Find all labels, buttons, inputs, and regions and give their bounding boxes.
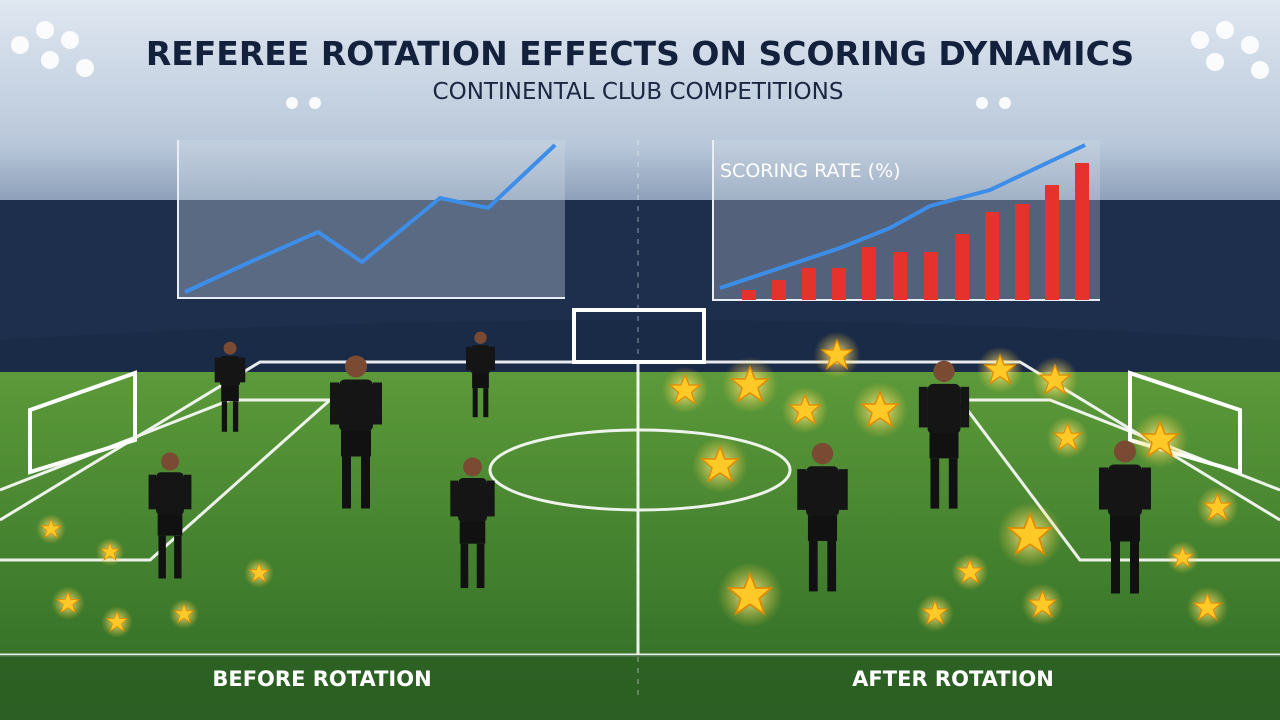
right-panel: SCORING RATE (%) — [712, 140, 1100, 301]
title: REFEREE ROTATION EFFECTS ON SCORING DYNA… — [146, 34, 1134, 73]
pitch — [0, 370, 1280, 720]
goal-left — [28, 370, 137, 475]
footer-right: AFTER ROTATION — [852, 667, 1054, 691]
goal — [572, 308, 706, 364]
subtitle: CONTINENTAL CLUB COMPETITIONS — [433, 79, 844, 105]
floodlights — [11, 21, 1269, 109]
stand-edge — [0, 320, 1280, 372]
footer-band — [0, 655, 1280, 720]
goal-right — [1128, 370, 1242, 475]
footer-left: BEFORE ROTATION — [212, 667, 431, 691]
left-panel — [177, 140, 565, 299]
panel-label: SCORING RATE (%) — [720, 160, 901, 182]
